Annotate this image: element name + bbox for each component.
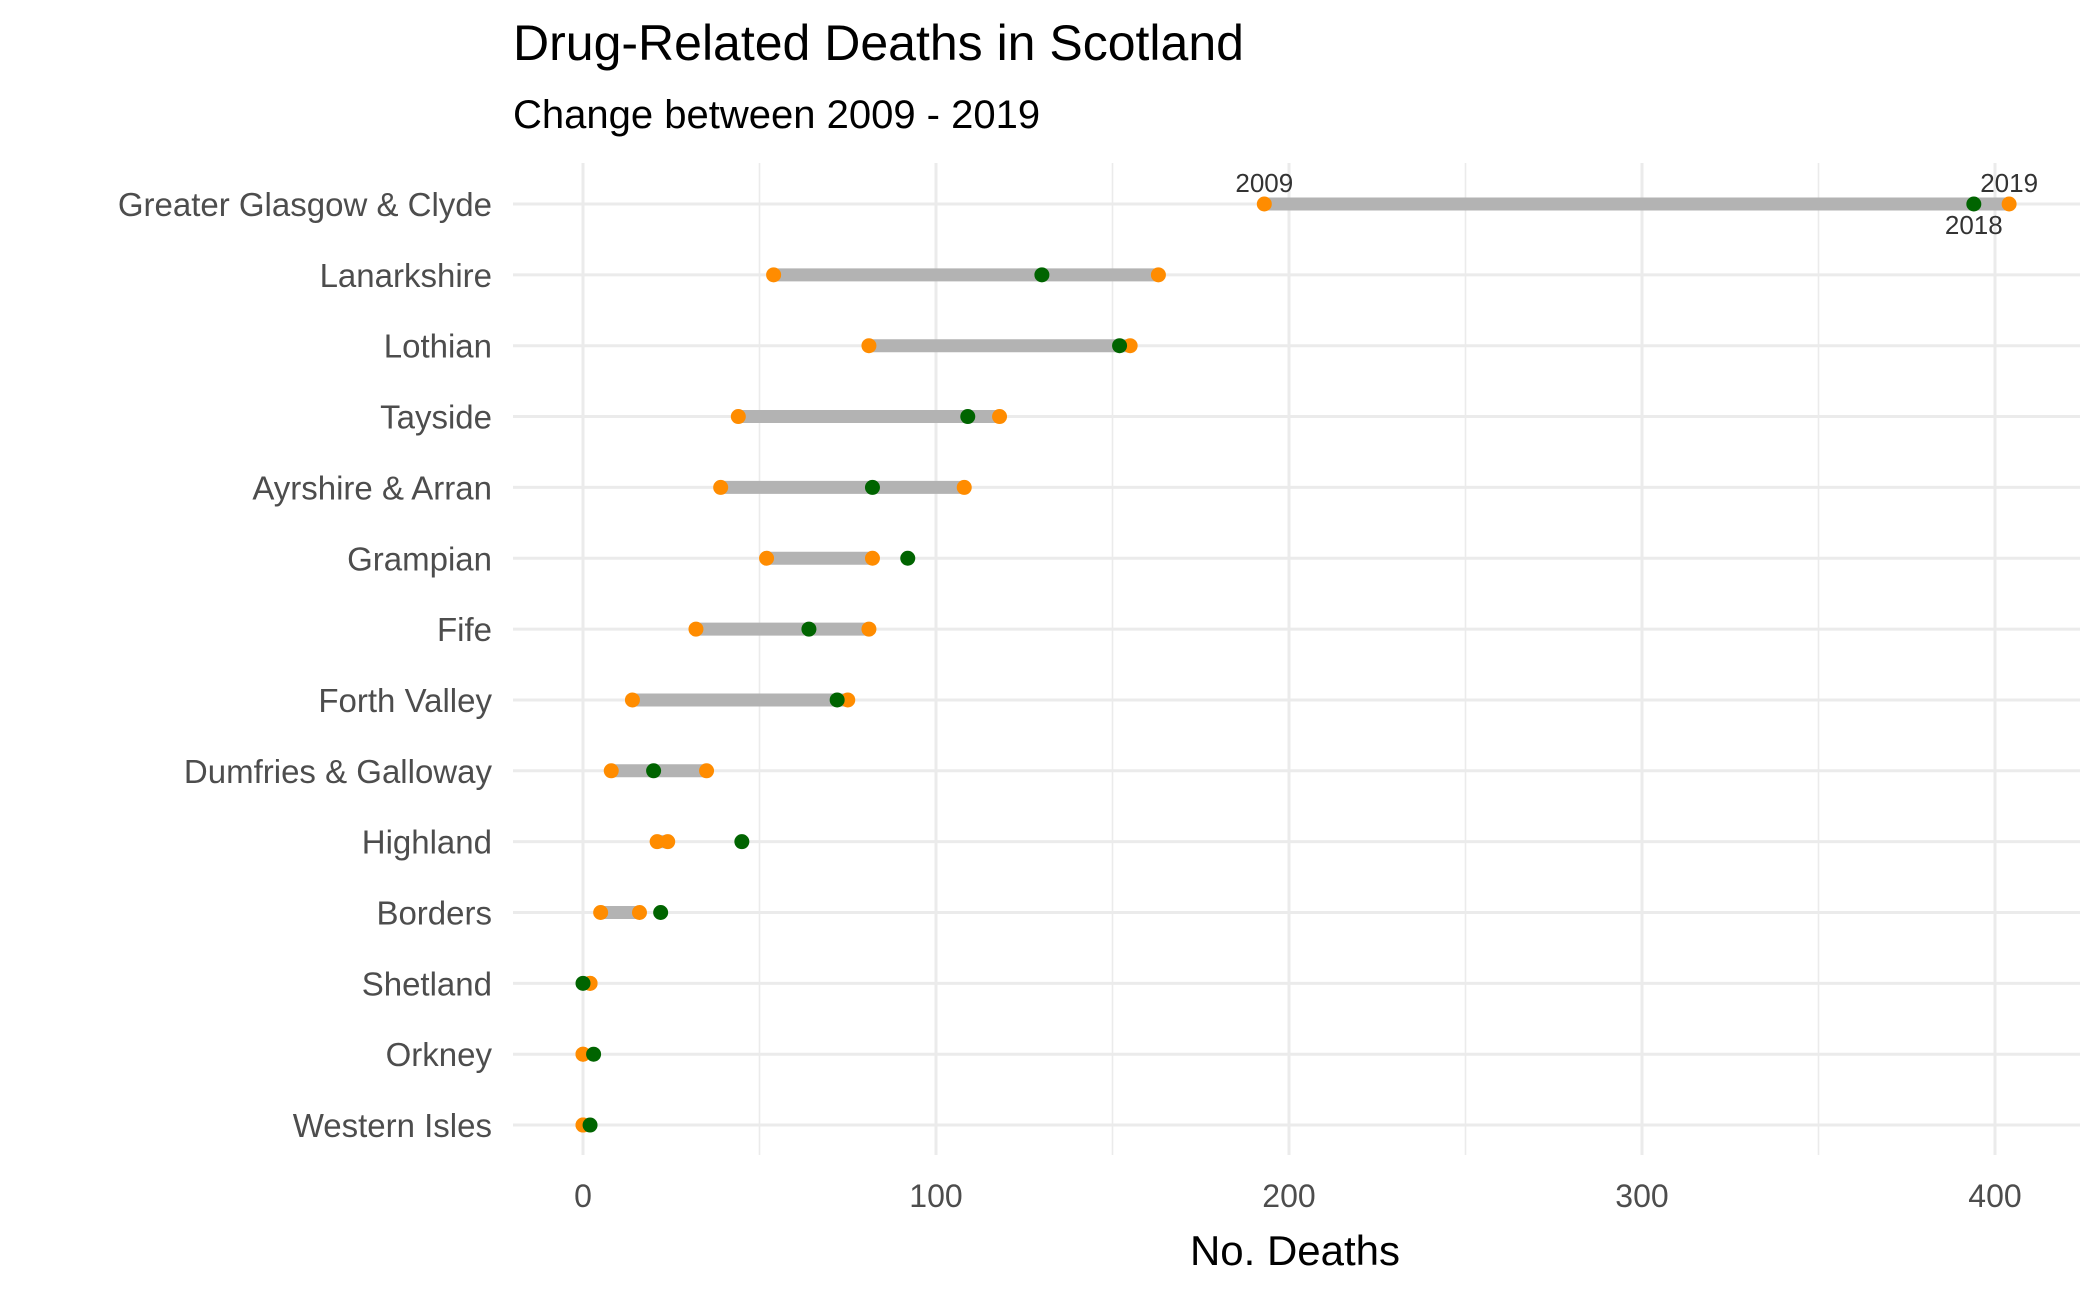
point-2009 <box>1256 196 1272 212</box>
point-2009 <box>624 692 640 708</box>
point-2019 <box>864 550 880 566</box>
annotation-2019: 2019 <box>1980 168 2038 198</box>
x-tick-label: 300 <box>1615 1178 1668 1214</box>
y-tick-label: Forth Valley <box>318 682 492 719</box>
point-2019 <box>631 905 647 920</box>
x-tick-label: 100 <box>909 1178 962 1214</box>
point-2018 <box>1966 196 1982 212</box>
y-tick-label: Fife <box>437 611 492 648</box>
point-2009 <box>593 905 609 920</box>
point-2018 <box>1034 267 1050 283</box>
y-tick-label: Ayrshire & Arran <box>252 469 492 506</box>
y-tick-label: Lothian <box>384 328 492 365</box>
y-tick-label: Shetland <box>362 965 492 1002</box>
y-tick-label: Western Isles <box>293 1107 492 1144</box>
y-tick-label: Dumfries & Galloway <box>184 753 493 790</box>
point-2018 <box>829 692 845 708</box>
point-2009 <box>861 338 877 354</box>
x-tick-label: 0 <box>574 1178 592 1214</box>
point-2019 <box>660 834 676 850</box>
y-tick-label: Tayside <box>380 399 492 436</box>
grid <box>513 163 2080 1155</box>
point-2018 <box>575 975 591 991</box>
point-2018 <box>646 763 662 779</box>
point-2009 <box>649 834 665 850</box>
point-2019 <box>840 692 856 708</box>
point-2018 <box>801 621 817 637</box>
segments <box>600 197 2010 919</box>
chart-subtitle: Change between 2009 - 2019 <box>513 93 1040 137</box>
point-2019 <box>861 621 877 637</box>
point-2018 <box>734 834 750 850</box>
point-2009 <box>766 267 782 283</box>
point-2009 <box>688 621 704 637</box>
labels: 0 100 200 300 400 Greater Glasgow & Clyde Lana… <box>118 168 2038 1214</box>
point-2009 <box>713 479 729 495</box>
point-2009 <box>603 763 619 779</box>
x-tick-label: 200 <box>1262 1178 1315 1214</box>
point-2018 <box>1112 338 1128 354</box>
x-tick-label: 400 <box>1968 1178 2021 1214</box>
y-tick-label: Lanarkshire <box>320 257 492 294</box>
y-tick-label: Greater Glasgow & Clyde <box>118 186 492 223</box>
point-2009 <box>759 550 775 566</box>
annotation-2018: 2018 <box>1945 210 2003 240</box>
point-2019 <box>575 1046 591 1062</box>
point-2018 <box>960 409 976 425</box>
point-2019 <box>1150 267 1166 283</box>
point-2019 <box>699 763 715 779</box>
point-2019 <box>956 479 972 495</box>
point-2018 <box>586 1046 602 1062</box>
point-2018 <box>653 905 669 920</box>
point-2018 <box>582 1117 598 1133</box>
point-2019 <box>992 409 1008 425</box>
point-2019 <box>1122 338 1138 354</box>
y-tick-label: Orkney <box>386 1036 493 1073</box>
point-2018 <box>900 550 916 566</box>
point-2018 <box>864 479 880 495</box>
point-2019 <box>2001 196 2017 212</box>
point-2009 <box>730 409 746 425</box>
y-tick-label: Borders <box>376 895 492 932</box>
annotation-2009: 2009 <box>1235 168 1293 198</box>
y-tick-label: Highland <box>362 824 492 861</box>
points <box>575 196 2017 1133</box>
chart-title: Drug-Related Deaths in Scotland <box>513 15 1244 71</box>
y-tick-label: Grampian <box>347 540 492 577</box>
x-axis-title: No. Deaths <box>1190 1227 1400 1274</box>
